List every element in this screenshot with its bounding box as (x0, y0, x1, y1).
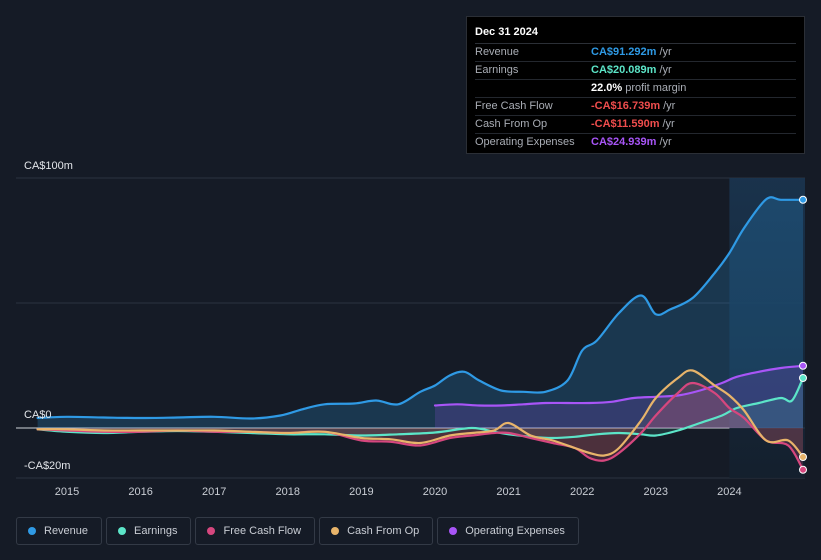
tooltip-value: CA$24.939m (591, 136, 657, 148)
tooltip-row: Operating Expenses CA$24.939m/yr (475, 134, 796, 151)
series-line-operating-expenses (433, 364, 805, 407)
legend-item-cash-from-op[interactable]: Cash From Op (319, 517, 434, 545)
legend-dot-icon (207, 527, 216, 535)
tooltip-label (475, 80, 591, 97)
x-tick-label: 2022 (570, 486, 594, 498)
tooltip-date: Dec 31 2024 (475, 23, 796, 44)
series-lines (36, 196, 805, 471)
y-tick-label: CA$0 (24, 409, 52, 421)
series-areas (37, 197, 804, 470)
x-tick-label: 2024 (717, 486, 741, 498)
x-tick-label: 2021 (496, 486, 520, 498)
legend-label: Free Cash Flow (223, 525, 302, 537)
series-area-operating-expenses (435, 365, 803, 428)
legend-dot-icon (28, 527, 36, 535)
x-tick-label: 2015 (55, 486, 79, 498)
tooltip-value: CA$20.089m (591, 64, 657, 76)
legend-label: Earnings (134, 525, 178, 537)
series-area-free-cash-flow (37, 383, 804, 470)
series-line-free-cash-flow (36, 381, 805, 471)
series-line-revenue (36, 196, 805, 420)
tooltip-unit: /yr (659, 64, 672, 76)
tooltip-label: Cash From Op (475, 118, 548, 130)
series-area-revenue (37, 197, 804, 428)
tooltip-unit: profit margin (625, 82, 687, 94)
x-tick-label: 2019 (349, 486, 373, 498)
tooltip-row: Earnings CA$20.089m/yr (475, 62, 796, 80)
series-endpoint-earnings (799, 374, 807, 382)
tooltip-value: CA$91.292m (591, 46, 657, 58)
tooltip-row: Revenue CA$91.292m/yr (475, 44, 796, 62)
tooltip-value: -CA$16.739m (591, 100, 661, 112)
chart-legend: Revenue Earnings Free Cash Flow Cash From O… (16, 517, 579, 547)
legend-dot-icon (118, 527, 127, 535)
series-endpoint-free-cash-flow (799, 465, 807, 474)
legend-item-revenue[interactable]: Revenue (16, 517, 103, 545)
x-axis-labels: 2015 2016 2017 2018 2019 2020 2021 2022 2023 2024 (55, 486, 742, 498)
tooltip-label: Revenue (475, 46, 520, 58)
legend-item-free-cash-flow[interactable]: Free Cash Flow (195, 517, 316, 545)
tooltip-label: Operating Expenses (475, 136, 575, 148)
series-endpoint-revenue (799, 195, 807, 204)
tooltip-row: 22.0% profit margin (475, 80, 796, 98)
highlight-rect (729, 178, 805, 478)
legend-dot-icon (331, 527, 340, 535)
y-tick-label: -CA$20m (24, 460, 70, 472)
x-tick-label: 2017 (202, 486, 226, 498)
tooltip-rows: Revenue CA$91.292m/yr Earnings CA$20.089m/y… (475, 44, 796, 151)
y-tick-label: CA$100m (24, 160, 73, 172)
tooltip-value: 22.0% (591, 82, 623, 94)
series-area-cash-from-op (37, 370, 804, 457)
forecast-highlight-region (729, 178, 805, 478)
x-tick-label: 2016 (128, 486, 152, 498)
x-tick-label: 2023 (644, 486, 668, 498)
tooltip-value: -CA$11.590m (591, 118, 660, 130)
tooltip-label: Free Cash Flow (475, 100, 553, 112)
legend-label: Cash From Op (347, 525, 420, 537)
series-endpoints (799, 195, 807, 474)
series-endpoint-operating-expenses (799, 361, 807, 370)
tooltip-row: Free Cash Flow -CA$16.739m/yr (475, 98, 796, 116)
tooltip-unit: /yr (659, 136, 672, 148)
series-endpoint-cash-from-op (799, 453, 807, 461)
legend-label: Operating Expenses (465, 525, 565, 537)
tooltip-row: Cash From Op -CA$11.590m/yr (475, 116, 796, 134)
legend-item-operating-expenses[interactable]: Operating Expenses (437, 517, 579, 545)
tooltip-unit: /yr (659, 46, 672, 58)
y-axis-labels: CA$100m CA$0 -CA$20m (24, 160, 73, 472)
x-tick-label: 2018 (276, 486, 300, 498)
series-line-cash-from-op (36, 369, 805, 459)
legend-dot-icon (449, 527, 458, 535)
x-tick-label: 2020 (423, 486, 447, 498)
tooltip-label: Earnings (475, 64, 519, 76)
tooltip-unit: /yr (663, 100, 676, 112)
legend-item-earnings[interactable]: Earnings (106, 517, 192, 545)
data-tooltip: Dec 31 2024 Revenue CA$91.292m/yr Earnings… (466, 16, 805, 154)
legend-label: Revenue (44, 525, 89, 537)
tooltip-unit: /yr (662, 118, 675, 130)
chart-grid (16, 177, 805, 479)
